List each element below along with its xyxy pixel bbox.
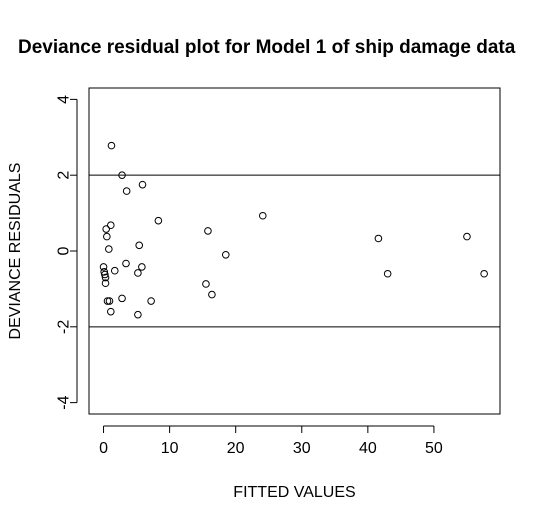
data-point: [221, 250, 230, 259]
data-point: [208, 290, 216, 299]
data-point: [204, 227, 212, 235]
y-tick-label: -2: [56, 320, 73, 334]
data-point: [383, 269, 392, 278]
x-tick-label: 0: [99, 440, 108, 457]
x-tick-label: 20: [227, 440, 245, 457]
data-point: [258, 211, 267, 220]
data-point: [122, 259, 130, 268]
data-point: [202, 280, 210, 288]
y-tick-label: 2: [56, 171, 73, 180]
y-axis: -4 -2 0 2 4: [56, 95, 78, 410]
reference-lines: [89, 174, 500, 328]
plot-frame: [88, 87, 501, 415]
data-point: [105, 297, 114, 305]
data-point: [138, 180, 147, 189]
data-point: [135, 241, 144, 250]
data-point: [110, 266, 119, 275]
data-point: [107, 307, 115, 316]
x-axis: 0 10 20 30 40 50: [99, 425, 443, 457]
data-point: [118, 171, 126, 179]
data-point: [107, 221, 115, 230]
data-point: [374, 234, 383, 243]
data-point: [107, 141, 116, 150]
data-point: [122, 187, 131, 195]
x-tick-label: 40: [359, 440, 377, 457]
data-point: [101, 270, 109, 279]
x-tick-label: 30: [293, 440, 311, 457]
data-point: [118, 294, 126, 303]
data-point: [154, 216, 163, 225]
data-point: [101, 273, 110, 282]
data-points: [99, 141, 488, 319]
data-point: [463, 232, 471, 241]
data-point: [101, 279, 110, 288]
data-point: [103, 297, 112, 305]
y-axis-label: DEVIANCE RESIDUALS: [7, 163, 24, 340]
data-point: [134, 269, 142, 277]
data-point: [147, 297, 155, 305]
data-point: [105, 245, 113, 253]
x-tick-label: 50: [425, 440, 443, 457]
data-point: [480, 269, 488, 278]
y-tick-label: 0: [56, 246, 73, 255]
data-point: [102, 225, 110, 233]
data-point: [134, 310, 142, 319]
data-point: [138, 263, 146, 271]
x-tick-label: 10: [161, 440, 179, 457]
y-tick-label: 4: [56, 95, 73, 104]
x-axis-label: FITTED VALUES: [233, 484, 355, 501]
data-point: [99, 263, 108, 271]
chart-title: Deviance residual plot for Model 1 of sh…: [18, 37, 516, 58]
y-tick-label: -4: [56, 395, 73, 409]
data-point: [103, 232, 111, 241]
